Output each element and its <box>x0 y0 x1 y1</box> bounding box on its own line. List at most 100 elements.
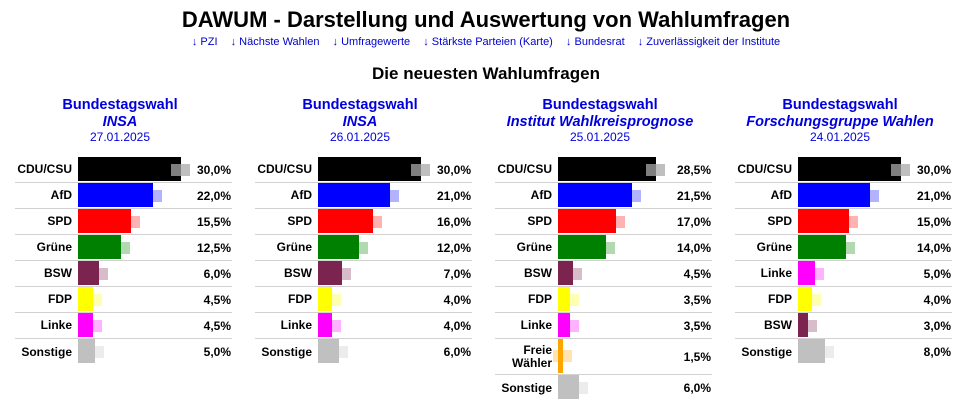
party-label: AfD <box>530 188 552 202</box>
poll-date[interactable]: 25.01.2025 <box>569 130 631 144</box>
previous-value-marker <box>143 190 163 202</box>
party-bar <box>558 287 570 311</box>
nav-link-label: Zuverlässigkeit der Institute <box>646 36 781 48</box>
poll-date[interactable]: 26.01.2025 <box>329 130 391 144</box>
party-bar <box>78 339 96 363</box>
party-value: 17,0% <box>676 214 711 229</box>
party-label: Linke <box>760 266 792 280</box>
result-row: Sonstige 5,0% <box>15 339 232 365</box>
party-label: AfD <box>290 188 312 202</box>
result-row: Linke 5,0% <box>735 261 952 287</box>
poll-institute[interactable]: Institut Wahlkreisprognose <box>506 114 694 130</box>
result-row: Freie Wähler 1,5% <box>495 339 712 375</box>
result-row: CDU/CSU 28,5% <box>495 157 712 183</box>
party-label: FDP <box>288 292 312 306</box>
result-row: SPD 15,0% <box>735 209 952 235</box>
nav-link-label: Nächste Wahlen <box>239 36 320 48</box>
poll-header[interactable]: Bundestagswahl INSA 26.01.2025 <box>240 97 480 145</box>
poll-election[interactable]: Bundestagswahl <box>302 97 418 113</box>
previous-value-marker <box>362 216 382 228</box>
previous-value-marker <box>621 190 641 202</box>
previous-value-marker <box>121 216 141 228</box>
nav-link-pzi[interactable]: ↓ PZI <box>192 36 218 48</box>
party-label: Sonstige <box>21 344 72 359</box>
poll-header[interactable]: Bundestagswahl Institut Wahlkreisprognose… <box>480 97 720 145</box>
party-label: SPD <box>287 214 312 228</box>
party-label: AfD <box>770 188 792 202</box>
previous-value-marker <box>560 320 579 332</box>
result-row: AfD 21,0% <box>255 183 472 209</box>
party-bar <box>318 183 391 207</box>
nav-link-label: Umfragewerte <box>341 36 411 48</box>
party-value: 1,5% <box>683 349 711 364</box>
party-value: 8,0% <box>923 345 951 359</box>
party-bar <box>798 157 901 181</box>
party-value: 4,5% <box>683 266 711 281</box>
party-value: 15,5% <box>196 214 231 229</box>
poll-election[interactable]: Bundestagswahl <box>62 97 178 113</box>
result-row: Grüne 14,0% <box>735 235 952 261</box>
party-label: Sonstige <box>261 344 312 359</box>
party-value: 5,0% <box>923 266 951 281</box>
poll-date[interactable]: 24.01.2025 <box>809 130 871 144</box>
nav-link-staerkste-parteien[interactable]: ↓ Stärkste Parteien (Karte) <box>423 36 553 48</box>
party-label: Linke <box>520 318 552 332</box>
party-bar <box>798 209 850 233</box>
party-label: CDU/CSU <box>737 162 792 176</box>
party-label: FDP <box>48 292 72 306</box>
section-nav: ↓ PZI ↓ Nächste Wahlen ↓ Umfragewerte ↓ … <box>0 36 972 48</box>
party-value: 21,5% <box>676 188 711 203</box>
party-label: FDP <box>528 292 552 306</box>
previous-value-marker <box>839 216 859 228</box>
nav-link-zuverlaessigkeit[interactable]: ↓ Zuverlässigkeit der Institute <box>638 36 780 48</box>
previous-value-marker <box>85 346 105 358</box>
arrow-down-icon: ↓ <box>230 36 237 48</box>
party-bar <box>798 313 809 337</box>
previous-value-marker <box>801 294 821 306</box>
party-bar <box>558 339 564 373</box>
party-bar <box>78 183 154 207</box>
poll-card: Bundestagswahl INSA 27.01.2025 CDU/CSU 30,0%… <box>0 97 240 363</box>
poll-header[interactable]: Bundestagswahl Forschungsgruppe Wahlen 24.… <box>720 97 960 145</box>
party-value: 4,0% <box>923 292 951 307</box>
result-row: CDU/CSU 30,0% <box>15 157 232 183</box>
poll-card: Bundestagswahl Institut Wahlkreisprognose… <box>480 97 720 399</box>
party-value: 30,0% <box>196 162 231 177</box>
party-bar <box>798 287 812 311</box>
party-bar <box>558 313 570 337</box>
party-value: 28,5% <box>676 162 711 177</box>
party-value: 22,0% <box>196 188 231 203</box>
result-row: CDU/CSU 30,0% <box>735 157 952 183</box>
poll-header[interactable]: Bundestagswahl INSA 27.01.2025 <box>0 97 240 145</box>
party-value: 4,5% <box>203 292 231 307</box>
party-label: Grüne <box>516 240 552 254</box>
result-row: Sonstige 6,0% <box>255 339 472 365</box>
result-row: Linke 3,5% <box>495 313 712 339</box>
poll-institute[interactable]: INSA <box>102 114 138 130</box>
poll-election[interactable]: Bundestagswahl <box>542 97 658 113</box>
party-value: 30,0% <box>916 162 951 177</box>
poll-card: Bundestagswahl Forschungsgruppe Wahlen 24.… <box>720 97 960 363</box>
poll-election[interactable]: Bundestagswahl <box>782 97 898 113</box>
result-row: BSW 7,0% <box>255 261 472 287</box>
nav-link-label: PZI <box>200 36 218 48</box>
party-bar <box>318 209 373 233</box>
nav-link-naechste-wahlen[interactable]: ↓ Nächste Wahlen <box>231 36 320 48</box>
party-bar <box>318 287 332 311</box>
previous-value-marker <box>332 268 351 280</box>
party-label: Sonstige <box>501 380 552 395</box>
party-label: Grüne <box>756 240 792 254</box>
poll-institute[interactable]: INSA <box>342 114 378 130</box>
poll-date[interactable]: 27.01.2025 <box>89 130 151 144</box>
previous-value-marker <box>836 242 856 254</box>
nav-link-umfragewerte[interactable]: ↓ Umfragewerte <box>333 36 411 48</box>
result-row: BSW 4,5% <box>495 261 712 287</box>
party-value: 4,5% <box>203 318 231 333</box>
party-value: 15,0% <box>916 214 951 229</box>
poll-institute[interactable]: Forschungsgruppe Wahlen <box>746 114 934 130</box>
nav-link-bundesrat[interactable]: ↓ Bundesrat <box>566 36 625 48</box>
party-label: Sonstige <box>741 344 792 359</box>
result-row: Grüne 14,0% <box>495 235 712 261</box>
result-row: CDU/CSU 30,0% <box>255 157 472 183</box>
poll-card: Bundestagswahl INSA 26.01.2025 CDU/CSU 30,0%… <box>240 97 480 363</box>
